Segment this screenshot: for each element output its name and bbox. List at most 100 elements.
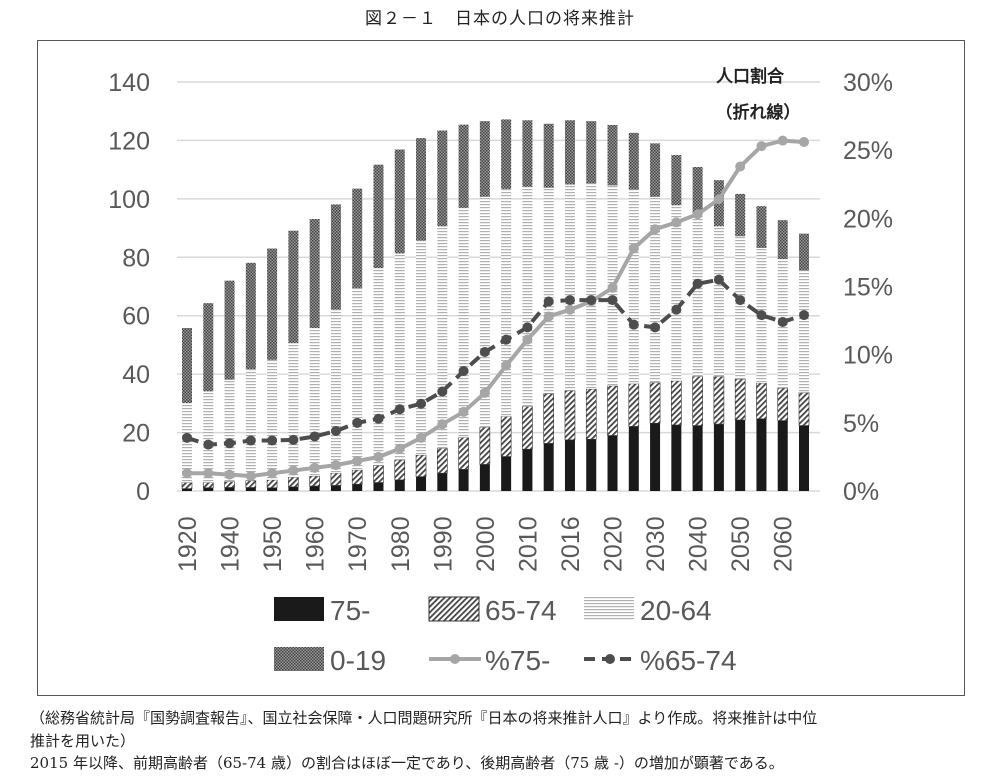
bars: [181, 119, 810, 491]
y-tick-label: 80: [122, 244, 150, 272]
bar-65-74: [543, 393, 554, 444]
line-pct-65-74-point: [373, 413, 384, 424]
bar-20-64: [309, 327, 320, 477]
bar-20-64: [799, 270, 809, 393]
bar-20-64: [650, 196, 661, 383]
bar-75-plus: [437, 473, 448, 491]
line-pct-75-plus-point: [522, 334, 533, 345]
legend-2064-swatch: [584, 597, 634, 621]
right-axis-ticks: 0% 5% 10% 15% 20% 25% 30%: [843, 69, 893, 506]
line-pct-75-plus-point: [224, 469, 235, 480]
caption-note: 2015 年以降、前期高齢者（65-74 歳）の割合はほぼ一定であり、後期高齢者…: [30, 754, 784, 772]
bar-75-plus: [458, 469, 469, 491]
bar-20-64: [522, 186, 533, 407]
line-pct-65-74-point: [479, 346, 490, 357]
line-pct-65-74-point: [458, 366, 469, 377]
x-tick-label: 1970: [344, 516, 372, 572]
line-pct-65-74-point: [671, 304, 682, 315]
bar-65-74: [734, 378, 746, 421]
lines: [182, 135, 809, 482]
line-pct-65-74-point: [394, 404, 405, 415]
bar-75-plus: [713, 424, 724, 491]
line-pct-65-74-point: [416, 398, 427, 409]
bar-20-64: [692, 213, 703, 377]
bar-20-64: [352, 287, 363, 470]
bar-20-64: [713, 226, 724, 377]
bar-65-74: [671, 380, 682, 426]
line-pct-65-74-point: [437, 386, 448, 397]
bar-20-64: [501, 188, 512, 417]
line-pct-65-74-point: [777, 316, 788, 327]
line-pct-75-plus-point: [352, 456, 363, 467]
bar-0-19: [586, 121, 597, 184]
bar-0-19: [352, 188, 363, 288]
x-tick-label: 2060: [770, 516, 798, 572]
legend-019-label: 0-19: [330, 645, 386, 676]
bar-20-64: [267, 359, 278, 480]
line-pct-75-plus-point: [182, 468, 192, 479]
y2-tick-label: 0%: [843, 478, 879, 506]
y-tick-label: 0: [136, 478, 150, 506]
bar-20-64: [628, 189, 639, 384]
line-pct-65-74-point: [352, 417, 363, 428]
legend-019-swatch: [274, 647, 324, 671]
line-pct-75-plus-point: [203, 468, 214, 479]
bar-0-19: [458, 124, 469, 208]
x-tick-label: 2050: [727, 516, 755, 572]
x-tick-label: 1960: [302, 516, 330, 572]
bar-75-plus: [586, 439, 597, 491]
bar-75-plus: [671, 424, 682, 491]
bar-20-64: [735, 236, 746, 380]
bar-0-19: [607, 124, 618, 186]
legend-2064-label: 20-64: [640, 595, 712, 626]
bar-65-74: [437, 448, 448, 474]
line-pct-65-74-point: [650, 322, 661, 333]
bar-20-64: [330, 309, 341, 474]
bar-0-19: [224, 280, 235, 380]
legend-6574-swatch: [428, 596, 480, 622]
line-pct-65-74-point: [713, 274, 724, 285]
annotation-line1: 人口割合: [716, 66, 785, 87]
x-tick-label: 1920: [174, 516, 202, 572]
legend-pct75--marker: [450, 654, 460, 664]
annotation-line2: （折れ線）: [716, 102, 801, 123]
x-tick-label: 2010: [514, 516, 542, 572]
bar-65-74: [628, 383, 640, 427]
line-pct-75-plus-point: [543, 311, 554, 322]
line-pct-75-plus-point: [416, 432, 427, 443]
bar-20-64: [564, 184, 575, 391]
bar-20-64: [416, 240, 427, 456]
line-pct-75-plus-point: [650, 224, 661, 235]
y-tick-label: 60: [122, 303, 150, 331]
bar-0-19: [671, 155, 682, 206]
line-pct-65-74-point: [224, 438, 235, 449]
bar-65-74: [564, 390, 576, 441]
line-pct-65-74-point: [628, 319, 639, 330]
line-pct-65-74-point: [756, 310, 767, 321]
bar-20-64: [479, 196, 490, 428]
line-pct-65-74-point: [288, 434, 299, 445]
bar-65-74: [309, 475, 320, 487]
x-tick-label: 2030: [642, 516, 670, 572]
bar-0-19: [330, 204, 341, 310]
line-pct-75-plus-point: [756, 141, 767, 152]
bar-65-74: [649, 382, 661, 424]
y2-tick-label: 10%: [843, 342, 893, 370]
bar-75-plus: [756, 418, 767, 491]
y2-tick-label: 5%: [843, 410, 879, 438]
line-pct-75-plus-point: [501, 360, 512, 371]
bar-0-19: [373, 164, 384, 269]
line-pct-75-plus-point: [671, 217, 682, 228]
line-pct-65-74-point: [586, 295, 597, 306]
y2-tick-label: 15%: [843, 274, 893, 302]
line-pct-75-plus-point: [288, 465, 299, 476]
line-pct-65-74-point: [543, 296, 554, 307]
bar-75-plus: [628, 426, 639, 491]
x-tick-label: 1990: [429, 516, 457, 572]
bar-75-plus: [543, 443, 554, 491]
line-pct-75-plus-point: [735, 161, 746, 172]
bar-20-64: [224, 379, 235, 482]
line-pct-75-plus-point: [245, 471, 256, 482]
bar-20-64: [586, 183, 597, 390]
x-tick-label: 2000: [472, 516, 500, 572]
